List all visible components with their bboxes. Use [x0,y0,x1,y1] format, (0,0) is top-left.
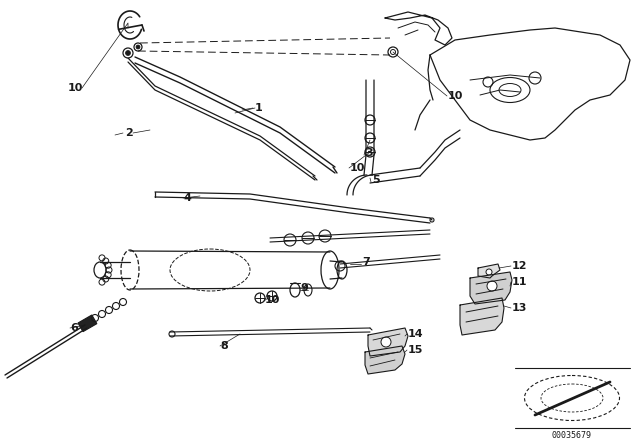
Text: 2: 2 [125,128,132,138]
Text: 7: 7 [362,257,370,267]
Text: 1: 1 [255,103,263,113]
Text: 14: 14 [408,329,424,339]
Circle shape [125,51,131,56]
Polygon shape [460,298,504,335]
Text: 6: 6 [70,323,78,333]
Text: 00035679: 00035679 [552,431,592,440]
Text: 3: 3 [365,148,372,158]
Text: 10: 10 [448,91,463,101]
Circle shape [486,269,492,275]
Text: 10: 10 [68,83,83,93]
Polygon shape [365,346,405,374]
Text: 10: 10 [350,163,365,173]
Circle shape [487,281,497,291]
Text: 11: 11 [512,277,527,287]
Text: 8: 8 [220,341,228,351]
Text: 10: 10 [265,295,280,305]
Text: 13: 13 [512,303,527,313]
Polygon shape [478,264,500,278]
Text: 15: 15 [408,345,424,355]
Polygon shape [470,272,512,304]
Bar [78,315,97,332]
Circle shape [136,45,140,49]
Polygon shape [368,328,408,356]
Text: 4: 4 [183,193,191,203]
Circle shape [381,337,391,347]
Text: 12: 12 [512,261,527,271]
Text: 9: 9 [300,283,308,293]
Text: 5: 5 [372,175,380,185]
